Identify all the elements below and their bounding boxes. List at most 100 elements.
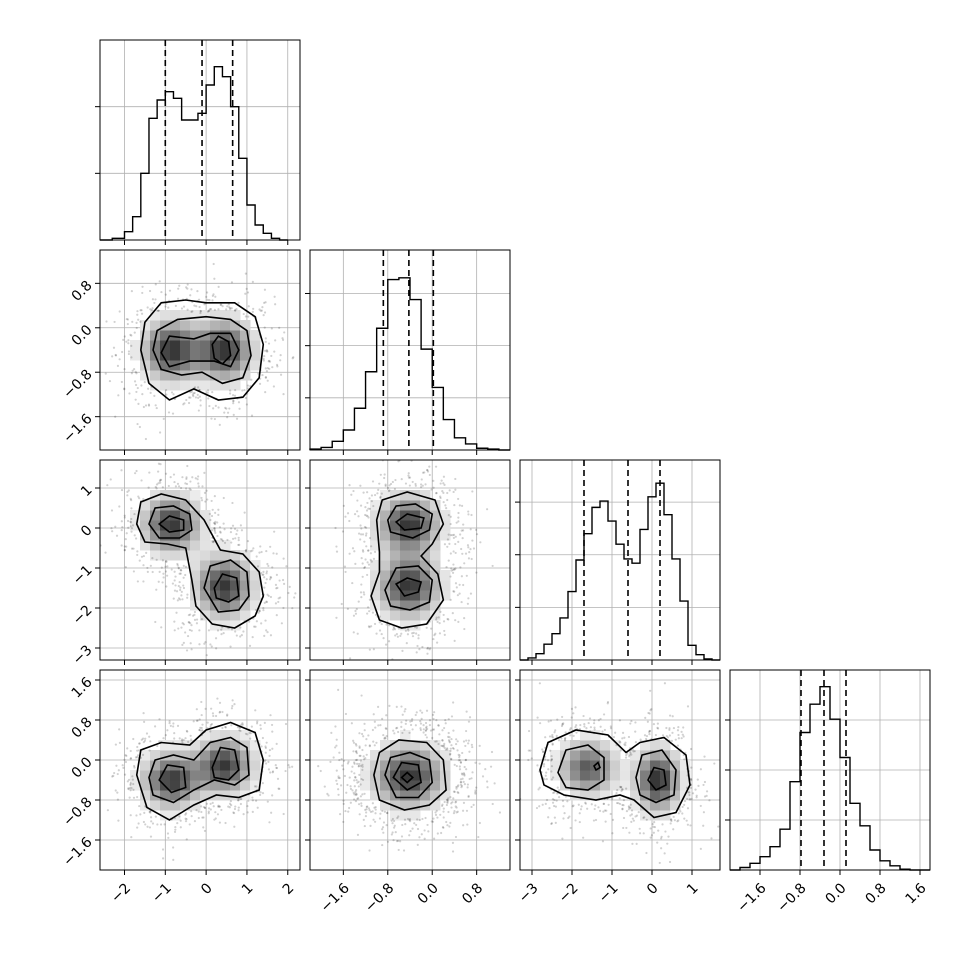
pair-0-2-sample-point bbox=[134, 537, 138, 540]
pair-0-3-density-cell bbox=[250, 770, 261, 781]
pair-1-2-density-cell bbox=[430, 510, 441, 521]
pair-0-2-density-cell bbox=[160, 550, 171, 561]
pair-0-1-sample-point bbox=[176, 297, 180, 300]
pair-1-3-sample-point bbox=[391, 817, 394, 821]
pair-2-3-sample-point bbox=[541, 750, 545, 753]
pair-0-1-sample-point bbox=[228, 306, 231, 309]
pair-1-3-sample-point bbox=[450, 715, 454, 718]
pair-1-3-sample-point bbox=[392, 839, 395, 842]
pair-0-2-sample-point bbox=[142, 497, 145, 501]
pair-0-1-sample-point bbox=[270, 327, 273, 330]
pair-0-3-sample-point bbox=[121, 764, 124, 767]
pair-2-3-sample-point bbox=[691, 792, 695, 795]
pair-0-2-sample-point bbox=[111, 530, 114, 533]
pair-0-2-density-cell bbox=[190, 550, 201, 561]
pair-1-3-sample-point bbox=[409, 723, 413, 727]
pair-1-3-sample-point bbox=[443, 742, 446, 745]
pair-0-1-sample-point bbox=[208, 309, 211, 312]
pair-0-2-sample-point bbox=[170, 568, 173, 571]
pair-2-3-sample-point bbox=[593, 728, 596, 731]
pair-1-2-sample-point bbox=[439, 482, 442, 485]
pair-1-2-density-cell bbox=[370, 520, 381, 531]
pair-0-1-density-cell bbox=[140, 330, 151, 341]
pair-0-2-sample-point bbox=[265, 549, 268, 553]
pair-1-3-sample-point bbox=[400, 721, 403, 724]
pair-1-2-sample-point bbox=[361, 533, 365, 536]
pair-0-3-density-cell bbox=[210, 740, 221, 751]
pair-1-3-density-cell bbox=[430, 770, 441, 781]
pair-1-3-sample-point bbox=[355, 744, 358, 747]
pair-0-3-sample-point bbox=[163, 823, 166, 826]
pair-1-2-density-cell bbox=[390, 560, 401, 571]
pair-1-3-sample-point bbox=[432, 717, 435, 721]
pair-2-3-sample-point bbox=[574, 706, 577, 709]
pair-1-3-sample-point bbox=[426, 823, 429, 827]
pair-0-2-density-cell bbox=[150, 530, 161, 541]
pair-1-3-sample-point bbox=[460, 781, 463, 784]
pair-1-2-sample-point bbox=[442, 482, 445, 485]
pair-2-3-density-cell bbox=[590, 740, 601, 751]
pair-0-3-contour-1 bbox=[148, 736, 250, 804]
pair-0-1-sample-point bbox=[130, 356, 133, 359]
pair-0-1-density-cell bbox=[220, 380, 231, 391]
pair-1-3-sample-point bbox=[368, 745, 371, 748]
pair-2-3-sample-point bbox=[660, 835, 663, 838]
pair-0-3-sample-point bbox=[138, 804, 141, 808]
pair-0-2-sample-point bbox=[158, 570, 161, 573]
pair-1-3-sample-point bbox=[404, 823, 407, 826]
pair-2-3-density-cell bbox=[660, 800, 671, 811]
pair-1-3-sample-point bbox=[433, 711, 436, 714]
pair-1-3-sample-point bbox=[339, 813, 342, 816]
pair-0-1-density-cell bbox=[200, 340, 211, 351]
pair-1-3-density-cell bbox=[430, 800, 441, 811]
pair-1-3-sample-point bbox=[486, 780, 489, 783]
pair-1-3-sample-point bbox=[436, 832, 439, 835]
pair-0-3-sample-point bbox=[211, 801, 214, 804]
pair-1-2-sample-point bbox=[451, 568, 455, 571]
pair-2-3-sample-point bbox=[638, 832, 642, 835]
pair-0-2-density-cell bbox=[150, 510, 161, 521]
pair-1-3-sample-point bbox=[382, 831, 385, 834]
pair-2-3-sample-point bbox=[670, 739, 673, 742]
pair-1-2-sample-point bbox=[455, 586, 458, 589]
pair-0-1-sample-point bbox=[246, 387, 250, 390]
pair-1-2-sample-point bbox=[372, 648, 375, 651]
pair-0-3-sample-point bbox=[284, 769, 287, 773]
pair-0-2-sample-point bbox=[137, 495, 140, 498]
pair-0-3-sample-point bbox=[264, 745, 267, 748]
pair-0-2-sample-point bbox=[230, 527, 233, 530]
pair-2-3-sample-point bbox=[708, 799, 711, 802]
pair-1-2-density-cell bbox=[400, 600, 411, 611]
pair-1-3-sample-point bbox=[455, 787, 458, 790]
pair-2-3-sample-point bbox=[649, 729, 652, 733]
pair-1-2-sample-point bbox=[388, 484, 391, 487]
pair-1-3-sample-point bbox=[430, 820, 433, 823]
pair-0-3-density-cell bbox=[160, 760, 171, 771]
pair-0-2-sample-point bbox=[178, 580, 181, 584]
pair-1-2-sample-point bbox=[446, 491, 449, 495]
pair-0-3-sample-point bbox=[146, 825, 149, 828]
pair-0-2-sample-point bbox=[218, 665, 220, 667]
pair-0-3-sample-point bbox=[224, 821, 227, 825]
pair-1-3-sample-point bbox=[426, 727, 429, 731]
pair-0-2-sample-point bbox=[275, 552, 278, 555]
pair-0-2-density-cell bbox=[150, 490, 161, 501]
pair-1-3-sample-point bbox=[440, 831, 443, 835]
pair-0-2-sample-point bbox=[237, 539, 240, 542]
pair-1-2-density-cell bbox=[440, 580, 451, 591]
pair-2-3-sample-point bbox=[671, 715, 674, 718]
pair-0-2-sample-point bbox=[258, 609, 261, 613]
pair-0-1-sample-point bbox=[135, 326, 138, 330]
pair-1-3-density-cell bbox=[390, 810, 401, 821]
pair-1-3-sample-point bbox=[343, 774, 346, 778]
pair-0-1-sample-point bbox=[252, 307, 255, 310]
pair-0-1-sample-point bbox=[139, 309, 142, 312]
pair-1-2-sample-point bbox=[341, 530, 345, 533]
pair-1-3-density-cell bbox=[380, 760, 391, 771]
pair-2-3-sample-point bbox=[661, 823, 664, 826]
pair-2-3-sample-point bbox=[621, 808, 624, 811]
pair-0-3-sample-point bbox=[150, 820, 153, 823]
pair-2-3-sample-point bbox=[630, 813, 634, 816]
pair-0-3-density-cell bbox=[170, 760, 181, 771]
pair-1-2-sample-point bbox=[457, 540, 460, 543]
